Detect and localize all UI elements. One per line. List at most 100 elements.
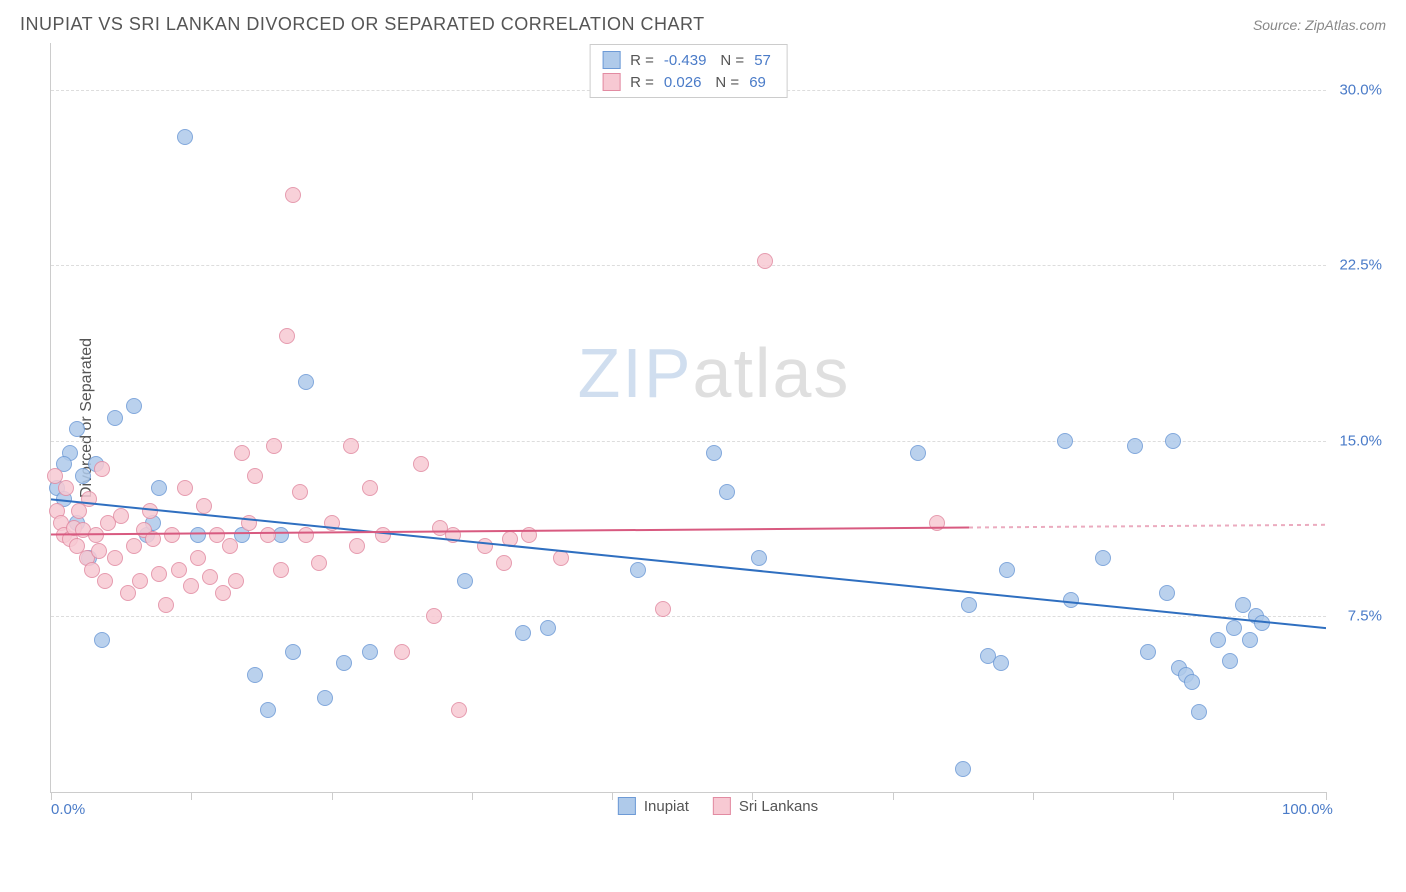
x-tick	[51, 792, 52, 800]
watermark: ZIPatlas	[578, 333, 851, 413]
data-point	[929, 515, 945, 531]
data-point	[75, 468, 91, 484]
data-point	[94, 632, 110, 648]
data-point	[94, 461, 110, 477]
data-point	[209, 527, 225, 543]
data-point	[343, 438, 359, 454]
data-point	[1226, 620, 1242, 636]
data-point	[477, 538, 493, 554]
data-point	[84, 562, 100, 578]
legend-swatch	[618, 797, 636, 815]
data-point	[496, 555, 512, 571]
data-point	[457, 573, 473, 589]
data-point	[142, 503, 158, 519]
legend-n-label: N =	[720, 52, 744, 69]
data-point	[630, 562, 646, 578]
data-point	[247, 667, 263, 683]
data-point	[451, 702, 467, 718]
data-point	[394, 644, 410, 660]
series-legend: Inupiat Sri Lankans	[618, 797, 818, 815]
x-tick	[1033, 792, 1034, 800]
series-legend-item: Inupiat	[618, 797, 689, 815]
chart-container: Divorced or Separated ZIPatlas R =-0.439…	[50, 43, 1386, 823]
data-point	[706, 445, 722, 461]
data-point	[97, 573, 113, 589]
gridline	[51, 265, 1326, 266]
legend-r-value: 0.026	[664, 74, 702, 91]
data-point	[234, 445, 250, 461]
data-point	[521, 527, 537, 543]
data-point	[285, 187, 301, 203]
data-point	[120, 585, 136, 601]
data-point	[375, 527, 391, 543]
x-tick	[612, 792, 613, 800]
data-point	[336, 655, 352, 671]
data-point	[260, 527, 276, 543]
data-point	[751, 550, 767, 566]
data-point	[164, 527, 180, 543]
data-point	[190, 550, 206, 566]
data-point	[1140, 644, 1156, 660]
legend-n-value: 69	[749, 74, 766, 91]
data-point	[362, 644, 378, 660]
data-point	[266, 438, 282, 454]
data-point	[126, 398, 142, 414]
data-point	[81, 491, 97, 507]
plot-area: Divorced or Separated ZIPatlas R =-0.439…	[50, 43, 1326, 793]
data-point	[177, 129, 193, 145]
data-point	[215, 585, 231, 601]
data-point	[1159, 585, 1175, 601]
legend-n-label: N =	[715, 74, 739, 91]
data-point	[1095, 550, 1111, 566]
legend-n-value: 57	[754, 52, 771, 69]
data-point	[993, 655, 1009, 671]
chart-header: INUPIAT VS SRI LANKAN DIVORCED OR SEPARA…	[0, 0, 1406, 43]
data-point	[171, 562, 187, 578]
data-point	[445, 527, 461, 543]
data-point	[502, 531, 518, 547]
data-point	[241, 515, 257, 531]
data-point	[88, 527, 104, 543]
data-point	[1057, 433, 1073, 449]
chart-title: INUPIAT VS SRI LANKAN DIVORCED OR SEPARA…	[20, 14, 705, 35]
y-tick-label: 15.0%	[1339, 432, 1382, 449]
data-point	[183, 578, 199, 594]
x-tick	[1326, 792, 1327, 800]
data-point	[107, 550, 123, 566]
data-point	[413, 456, 429, 472]
data-point	[1127, 438, 1143, 454]
gridline	[51, 616, 1326, 617]
data-point	[910, 445, 926, 461]
data-point	[349, 538, 365, 554]
data-point	[151, 480, 167, 496]
y-tick-label: 22.5%	[1339, 257, 1382, 274]
data-point	[757, 253, 773, 269]
data-point	[298, 527, 314, 543]
legend-r-label: R =	[630, 52, 654, 69]
data-point	[540, 620, 556, 636]
data-point	[228, 573, 244, 589]
x-tick-label: 0.0%	[51, 801, 85, 818]
x-tick-label: 100.0%	[1282, 801, 1333, 818]
correlation-legend: R =-0.439N =57R =0.026N =69	[589, 44, 788, 98]
legend-swatch	[602, 73, 620, 91]
data-point	[515, 625, 531, 641]
data-point	[292, 484, 308, 500]
data-point	[279, 328, 295, 344]
data-point	[113, 508, 129, 524]
legend-swatch	[602, 51, 620, 69]
data-point	[999, 562, 1015, 578]
data-point	[1191, 704, 1207, 720]
data-point	[719, 484, 735, 500]
data-point	[202, 569, 218, 585]
data-point	[177, 480, 193, 496]
y-tick-label: 7.5%	[1348, 608, 1382, 625]
x-tick	[472, 792, 473, 800]
data-point	[151, 566, 167, 582]
series-legend-item: Sri Lankans	[713, 797, 818, 815]
data-point	[362, 480, 378, 496]
data-point	[324, 515, 340, 531]
data-point	[126, 538, 142, 554]
data-point	[247, 468, 263, 484]
watermark-atlas: atlas	[693, 334, 851, 412]
